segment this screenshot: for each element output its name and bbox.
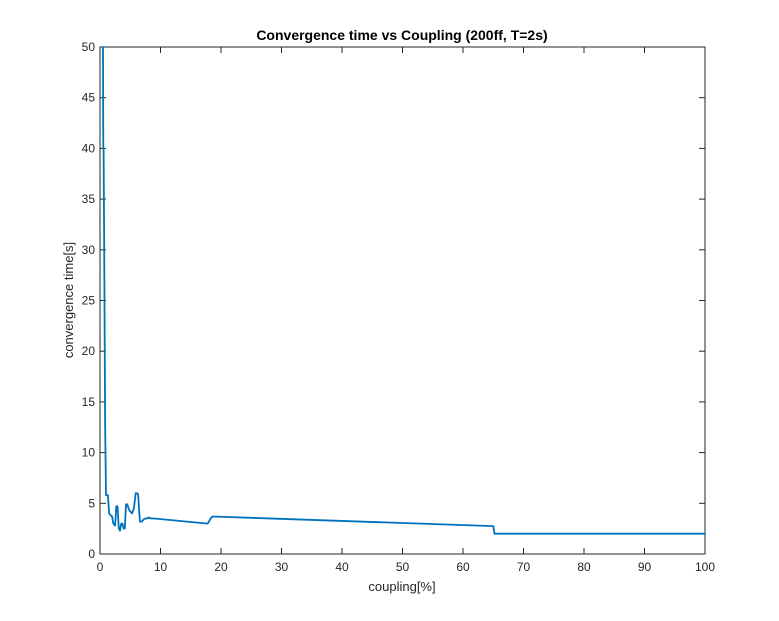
series-line [101, 46, 706, 535]
x-tick-label: 90 [638, 560, 652, 574]
y-tick-label: 20 [82, 344, 96, 358]
y-tick-label: 30 [82, 243, 96, 257]
x-tick-label: 50 [396, 560, 410, 574]
y-tick-label: 45 [82, 91, 96, 105]
y-tick-label: 0 [88, 547, 95, 561]
plot-area [99, 46, 706, 555]
x-tick-label: 80 [577, 560, 591, 574]
y-tick-label: 15 [82, 395, 96, 409]
y-axis-label: convergence time[s] [61, 242, 76, 358]
y-tick-label: 10 [82, 446, 96, 460]
x-tick-label: 0 [97, 560, 104, 574]
y-axis: 0 5 10 15 20 25 30 35 40 45 50 [82, 40, 705, 561]
y-tick-label: 35 [82, 192, 96, 206]
x-tick-label: 20 [214, 560, 228, 574]
x-tick-label: 30 [275, 560, 289, 574]
x-tick-label: 10 [154, 560, 168, 574]
x-tick-label: 40 [335, 560, 349, 574]
series-layer [101, 46, 706, 535]
x-axis-label: coupling[%] [368, 579, 435, 594]
x-tick-label: 60 [456, 560, 470, 574]
y-tick-label: 40 [82, 141, 96, 155]
x-tick-label: 100 [695, 560, 715, 574]
y-tick-label: 5 [88, 496, 95, 510]
y-tick-label: 25 [82, 294, 96, 308]
x-tick-label: 70 [517, 560, 531, 574]
chart-title: Convergence time vs Coupling (200ff, T=2… [256, 27, 547, 43]
x-axis: 0 10 20 30 40 50 60 70 80 90 100 [97, 47, 715, 574]
y-tick-label: 50 [82, 40, 96, 54]
